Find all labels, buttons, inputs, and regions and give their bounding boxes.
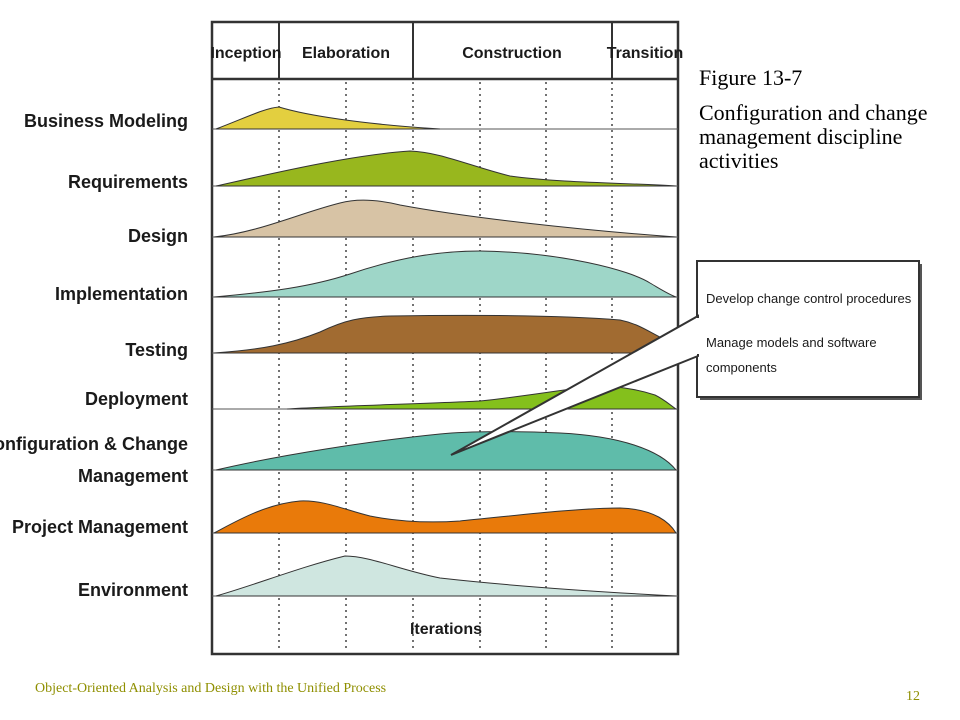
hump-design bbox=[213, 199, 677, 238]
callout-box bbox=[696, 260, 920, 398]
hump-testing bbox=[213, 314, 677, 354]
discipline-label-implementation: Implementation bbox=[55, 284, 188, 304]
callout-item-2-line1: Manage models and software bbox=[706, 335, 877, 350]
page-number: 12 bbox=[906, 689, 920, 704]
discipline-label-business-modeling: Business Modeling bbox=[24, 111, 188, 131]
discipline-label-deployment: Deployment bbox=[85, 389, 188, 409]
discipline-label-environment: Environment bbox=[78, 580, 188, 600]
figure-number: Figure 13-7 bbox=[699, 65, 803, 90]
callout-item-2-line2: components bbox=[706, 360, 777, 375]
discipline-label-management: Management bbox=[78, 466, 188, 486]
discipline-label-testing: Testing bbox=[125, 340, 188, 360]
iterations-label: Iterations bbox=[410, 621, 482, 638]
hump-business-modeling bbox=[215, 106, 441, 130]
phase-label-elaboration: Elaboration bbox=[302, 45, 390, 62]
phase-label-inception: Inception bbox=[210, 45, 281, 62]
footer-course-title: Object-Oriented Analysis and Design with… bbox=[35, 681, 387, 696]
discipline-label-project-management: Project Management bbox=[12, 517, 188, 537]
phase-label-transition: Transition bbox=[607, 45, 683, 62]
hump-requirements bbox=[215, 150, 677, 187]
hump-environment bbox=[215, 555, 677, 597]
hump-implementation bbox=[213, 250, 677, 298]
callout: Develop change control procedures Manage… bbox=[450, 260, 922, 456]
callout-item-1: Develop change control procedures bbox=[706, 291, 912, 306]
phase-label-construction: Construction bbox=[462, 45, 562, 62]
figure-caption: Configuration and change management disc… bbox=[699, 100, 928, 173]
hump-configuration-change-management bbox=[215, 431, 678, 471]
discipline-label-configuration-change: Configuration & Change bbox=[0, 434, 188, 454]
hump-project-management bbox=[213, 500, 677, 534]
discipline-label-requirements: Requirements bbox=[68, 172, 188, 192]
discipline-label-design: Design bbox=[128, 226, 188, 246]
